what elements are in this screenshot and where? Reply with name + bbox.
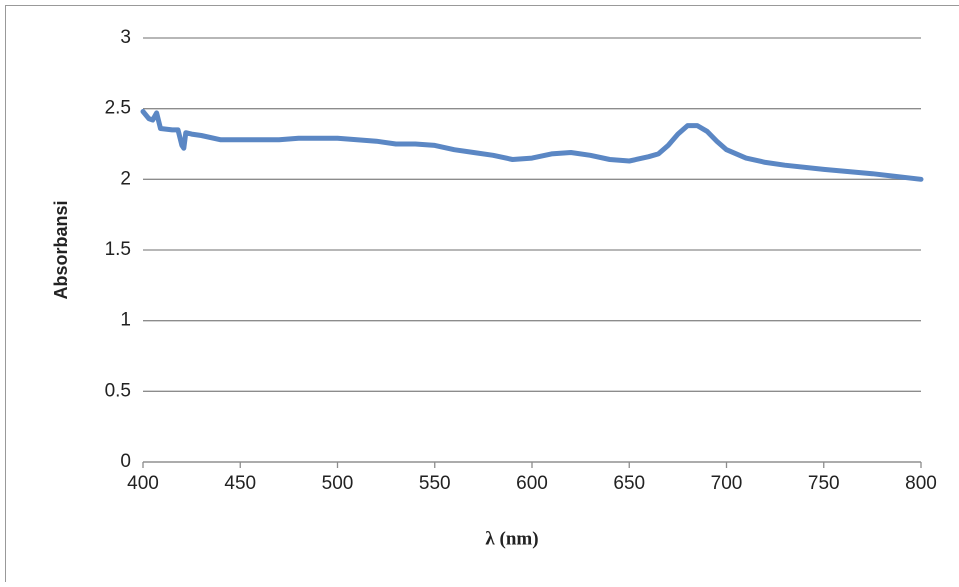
chart-frame <box>6 6 959 583</box>
x-tick-label: 750 <box>808 473 840 494</box>
x-tick-label: 550 <box>419 473 451 494</box>
y-tick-label: 3 <box>120 27 131 48</box>
x-tick-label: 400 <box>127 473 159 494</box>
page: {"chart_data": { "type": "line", "x_labe… <box>0 0 959 582</box>
y-tick-label: 1.5 <box>105 239 131 260</box>
x-tick-label: 600 <box>516 473 548 494</box>
x-tick-label: 500 <box>322 473 354 494</box>
y-tick-label: 0 <box>120 451 131 472</box>
y-tick-label: 0.5 <box>105 380 131 401</box>
y-tick-label: 2 <box>120 168 131 189</box>
x-tick-label: 700 <box>711 473 743 494</box>
x-tick-label: 800 <box>905 473 937 494</box>
x-tick-label: 650 <box>613 473 645 494</box>
x-tick-label: 450 <box>224 473 256 494</box>
y-tick-label: 1 <box>120 310 131 331</box>
y-tick-label: 2.5 <box>105 98 131 119</box>
chart: λ (nm) Absorbansi 0 0.5 1 1.5 2 2.5 3 400 450 500… <box>0 0 959 582</box>
x-axis-label: λ (nm) <box>485 528 538 549</box>
y-axis-label: Absorbansi <box>51 200 71 299</box>
data-line <box>143 112 921 180</box>
